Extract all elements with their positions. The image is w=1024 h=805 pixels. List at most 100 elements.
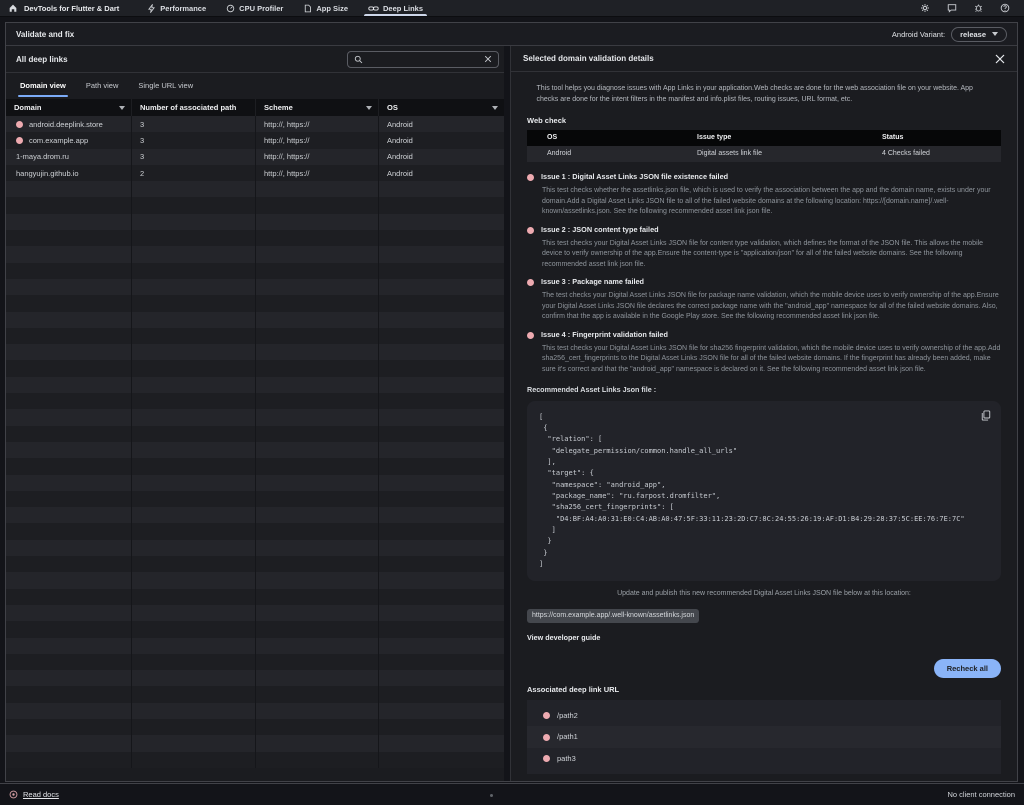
table-cell bbox=[132, 213, 256, 231]
report-issue-icon[interactable] bbox=[947, 3, 957, 13]
table-row-empty bbox=[6, 490, 504, 508]
table-row-empty bbox=[6, 441, 504, 459]
table-cell bbox=[379, 263, 504, 279]
table-cell bbox=[6, 295, 132, 312]
table-cell bbox=[6, 262, 132, 279]
tab-cpu-profiler[interactable]: CPU Profiler bbox=[216, 0, 293, 16]
read-docs-link[interactable]: Read docs bbox=[9, 790, 59, 799]
scheme-cell: http://, https:// bbox=[256, 116, 379, 133]
table-cell bbox=[132, 523, 256, 540]
column-header-os[interactable]: OS bbox=[379, 99, 504, 116]
table-cell bbox=[256, 344, 379, 361]
table-row-empty bbox=[6, 295, 504, 312]
status-bar: Read docs No client connection bbox=[0, 783, 1024, 805]
splitter-handle-dot[interactable] bbox=[490, 794, 493, 797]
table-row[interactable]: com.example.app 3 http://, https:// Andr… bbox=[6, 132, 504, 149]
sort-icon bbox=[366, 105, 372, 110]
table-cell bbox=[6, 539, 132, 557]
performance-icon bbox=[147, 3, 156, 13]
table-cell bbox=[379, 328, 504, 344]
table-cell bbox=[379, 621, 504, 637]
table-cell bbox=[379, 214, 504, 230]
help-icon[interactable] bbox=[1000, 3, 1010, 13]
issue-item: Issue 4 : Fingerprint validation failed … bbox=[527, 330, 1001, 375]
table-cell bbox=[132, 295, 256, 312]
table-cell bbox=[6, 246, 132, 263]
table-row-empty bbox=[6, 246, 504, 263]
column-header-scheme[interactable]: Scheme bbox=[256, 99, 379, 116]
details-intro: This tool helps you diagnose issues with… bbox=[536, 85, 973, 103]
variant-dropdown[interactable]: release bbox=[951, 26, 1007, 42]
error-dot-icon bbox=[527, 331, 534, 339]
table-cell bbox=[379, 589, 504, 605]
table-row-empty bbox=[6, 604, 504, 622]
table-cell bbox=[256, 458, 379, 475]
web-check-table: OS Issue type Status Android Digital ass… bbox=[527, 130, 1001, 163]
table-cell bbox=[132, 246, 256, 263]
tab-domain-view[interactable]: Domain view bbox=[12, 75, 74, 97]
table-cell bbox=[256, 588, 379, 605]
tab-path-view[interactable]: Path view bbox=[85, 81, 119, 90]
table-row-empty bbox=[6, 376, 504, 394]
tab-single-url-view[interactable]: Single URL view bbox=[138, 81, 194, 90]
validate-header: Validate and fix Android Variant: releas… bbox=[6, 23, 1017, 46]
table-row[interactable]: hangyujin.github.io 2 http://, https:// … bbox=[6, 164, 504, 182]
table-row[interactable]: android.deeplink.store 3 http://, https:… bbox=[6, 116, 504, 133]
table-cell bbox=[6, 637, 132, 654]
search-input[interactable] bbox=[368, 54, 479, 64]
table-cell bbox=[132, 376, 256, 394]
settings-icon[interactable] bbox=[920, 3, 930, 13]
tab-label: Deep Links bbox=[383, 3, 424, 13]
web-check-row[interactable]: Android Digital assets link file 4 Check… bbox=[527, 146, 1001, 163]
details-title: Selected domain validation details bbox=[523, 54, 654, 63]
table-row-empty bbox=[6, 474, 504, 491]
copy-icon[interactable] bbox=[981, 410, 991, 421]
error-dot-icon bbox=[527, 279, 534, 287]
table-cell bbox=[379, 312, 504, 328]
table-cell bbox=[256, 425, 379, 442]
close-icon[interactable] bbox=[995, 54, 1005, 64]
list-header: All deep links bbox=[6, 46, 504, 73]
home-icon[interactable] bbox=[8, 3, 18, 13]
table-row-empty bbox=[6, 197, 504, 214]
path-list-item[interactable]: path3 bbox=[527, 748, 1001, 769]
tab-deep-links[interactable]: Deep Links bbox=[358, 0, 433, 16]
issue-body: This test checks whether the assetlinks.… bbox=[542, 187, 991, 216]
domain-cell: hangyujin.github.io bbox=[6, 164, 132, 182]
tab-label: CPU Profiler bbox=[239, 3, 284, 13]
table-cell bbox=[256, 751, 379, 768]
cpu-profiler-icon bbox=[226, 4, 235, 13]
bug-report-icon[interactable] bbox=[974, 3, 983, 13]
deep-links-screen: Validate and fix Android Variant: releas… bbox=[5, 22, 1018, 782]
table-cell bbox=[132, 262, 256, 279]
issue-body: This test checks your Digital Asset Link… bbox=[542, 239, 984, 268]
count-cell: 2 bbox=[132, 164, 256, 182]
column-header-domain[interactable]: Domain bbox=[6, 99, 132, 116]
table-cell bbox=[132, 735, 256, 752]
table-cell bbox=[132, 653, 256, 671]
issue-title: Issue 3 : Package name failed bbox=[541, 277, 645, 287]
table-cell bbox=[256, 409, 379, 426]
tab-app-size[interactable]: App Size bbox=[293, 0, 358, 16]
path-list-item[interactable]: /path1 bbox=[527, 726, 1001, 748]
recheck-all-button[interactable]: Recheck all bbox=[933, 658, 1001, 678]
table-row-empty bbox=[6, 637, 504, 654]
view-tabs: Domain view Path view Single URL view bbox=[6, 73, 504, 99]
table-cell bbox=[132, 718, 256, 736]
table-cell bbox=[6, 621, 132, 638]
developer-guide-link[interactable]: View developer guide bbox=[527, 633, 601, 643]
tab-performance[interactable]: Performance bbox=[137, 0, 216, 16]
search-box bbox=[347, 50, 499, 68]
scheme-cell: http://, https:// bbox=[256, 148, 379, 165]
path-list-item[interactable]: /path2 bbox=[527, 705, 1001, 726]
column-header-paths[interactable]: Number of associated path bbox=[132, 99, 256, 116]
table-cell bbox=[379, 344, 504, 360]
table-cell bbox=[6, 702, 132, 719]
table-row[interactable]: 1-maya.drom.ru 3 http://, https:// Andro… bbox=[6, 148, 504, 165]
clear-search-icon[interactable] bbox=[484, 55, 492, 63]
table-row-empty bbox=[6, 344, 504, 361]
table-cell bbox=[379, 377, 504, 393]
read-docs-icon bbox=[9, 790, 18, 799]
table-row-empty bbox=[6, 393, 504, 410]
asset-links-json-code: [ { "relation": [ "delegate_permission/c… bbox=[539, 412, 965, 569]
